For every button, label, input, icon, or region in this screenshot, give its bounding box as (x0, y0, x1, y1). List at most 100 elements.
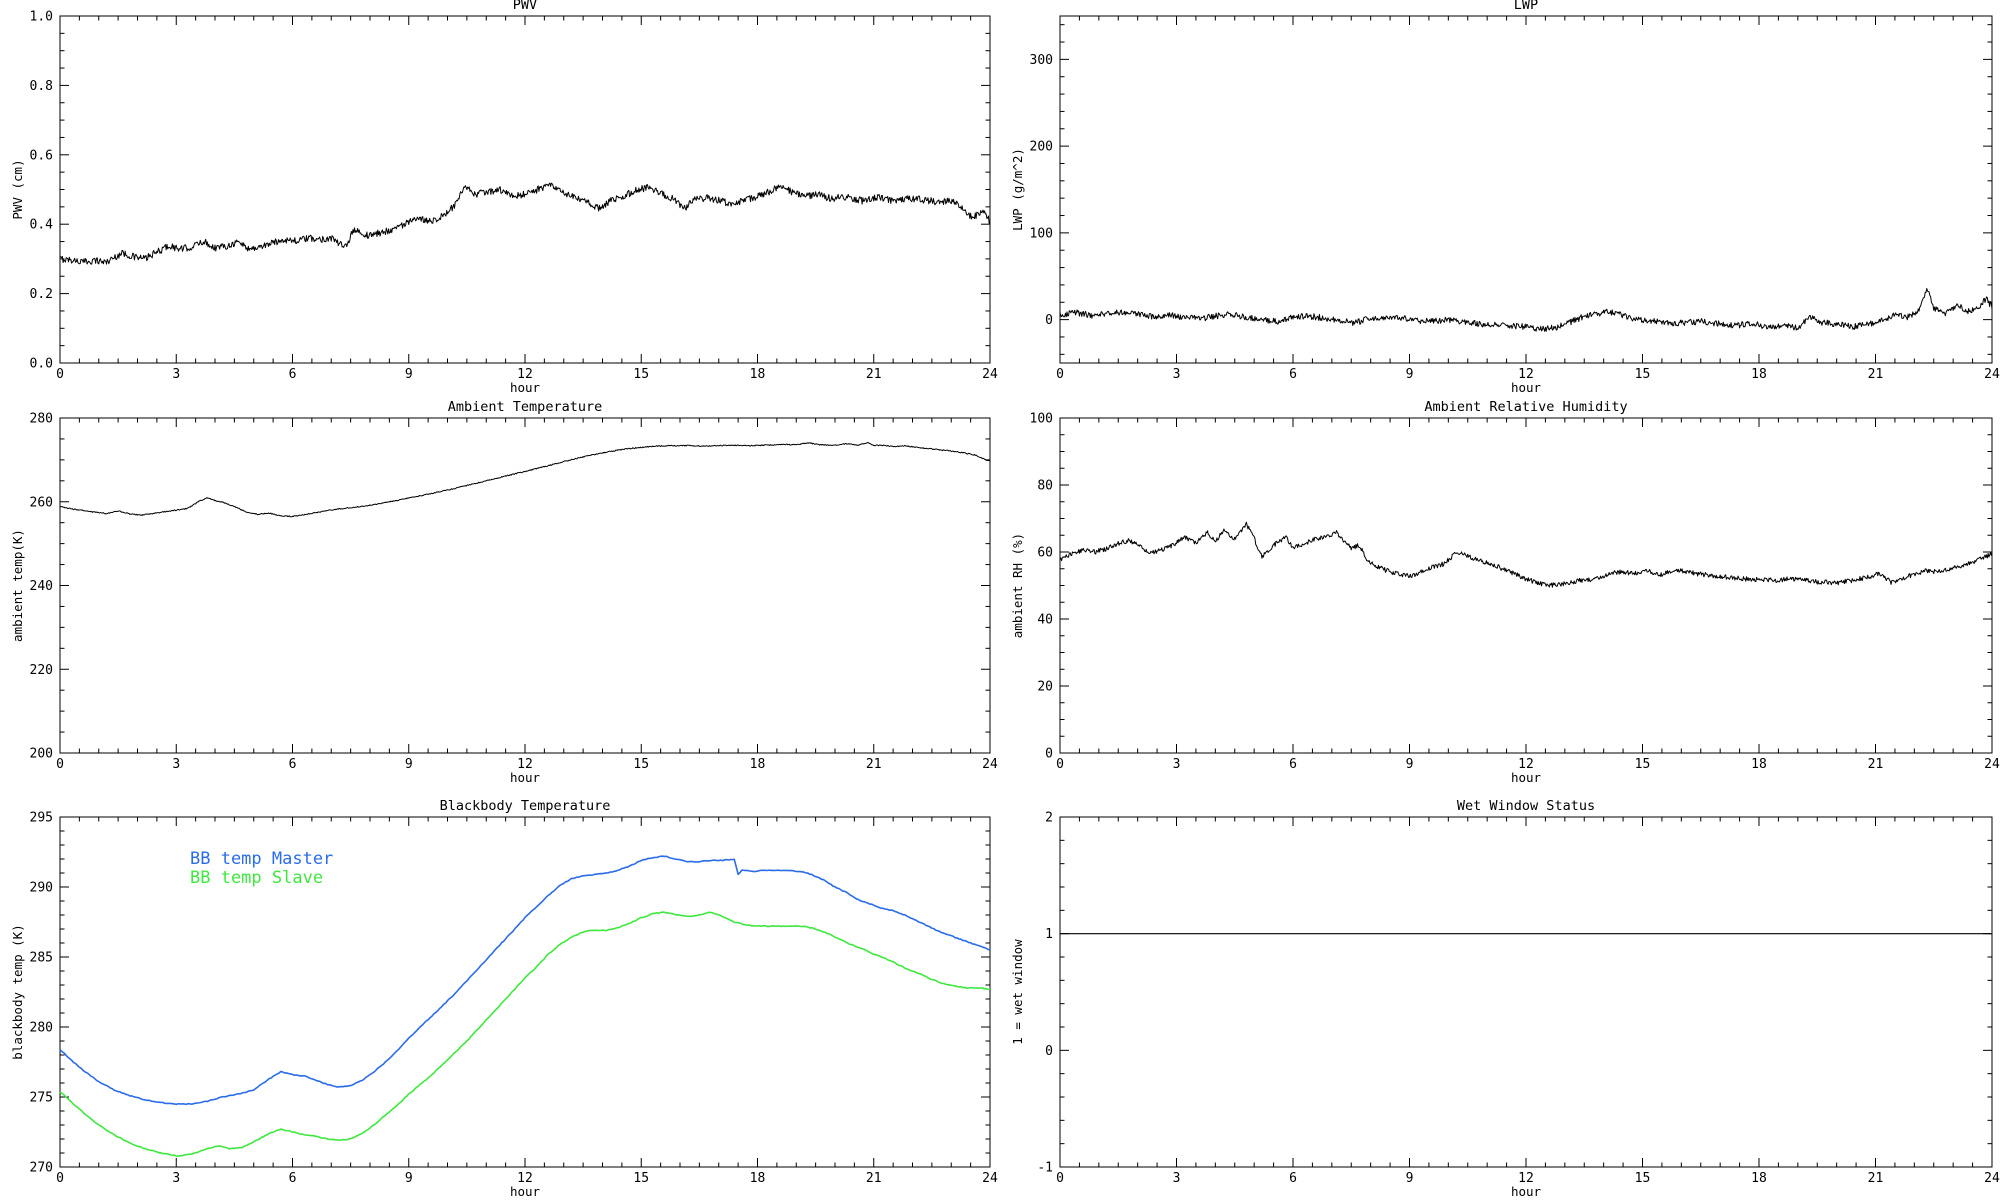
x-tick-label: 6 (289, 367, 297, 382)
x-tick-label: 12 (1518, 367, 1534, 382)
x-tick-label: 12 (517, 757, 533, 772)
x-tick-label: 9 (405, 757, 413, 772)
x-tick-label: 18 (750, 757, 766, 772)
x-tick-label: 3 (1173, 757, 1181, 772)
y-tick-label: 1 (1045, 927, 1053, 942)
y-tick-label: 275 (30, 1091, 53, 1106)
x-tick-label: 15 (633, 367, 649, 382)
series-ambient-rh (1059, 521, 1993, 588)
legend-entry-bb-temp-master: BB temp Master (190, 849, 333, 869)
x-tick-label: 3 (1173, 367, 1181, 382)
x-tick-label: 21 (1868, 757, 1884, 772)
y-tick-label: 0 (1045, 747, 1053, 762)
x-tick-label: 18 (1751, 757, 1767, 772)
y-tick-label: 290 (30, 881, 53, 896)
y-tick-label: 100 (1030, 412, 1053, 427)
x-tick-label: 15 (1635, 757, 1651, 772)
x-tick-label: 0 (1056, 1171, 1064, 1186)
series-bb-temp-master (59, 855, 991, 1106)
series-ambient-temperature (59, 442, 991, 518)
x-tick-label: 9 (405, 1171, 413, 1186)
x-tick-label: 18 (750, 1171, 766, 1186)
x-tick-label: 15 (633, 1171, 649, 1186)
chart-title-lwp: LWP (1514, 0, 1538, 13)
y-tick-label: 80 (1037, 479, 1053, 494)
chart-title-ambient-rh: Ambient Relative Humidity (1424, 399, 1627, 415)
x-axis-label-blackbody-temp: hour (510, 1184, 541, 1199)
x-tick-label: 3 (172, 1171, 180, 1186)
y-tick-label: -1 (1037, 1161, 1053, 1176)
y-tick-label: 285 (30, 951, 53, 966)
y-tick-label: 200 (30, 747, 53, 762)
panel-ambient-temp: 0 3 6 9 12 15 18 21 24 200 220 240 260 280 Ambient Tem… (10, 399, 998, 785)
y-tick-label: 295 (30, 811, 53, 826)
x-axis-label-pwv: hour (510, 380, 541, 395)
chart-title-ambient-temp: Ambient Temperature (448, 399, 602, 415)
x-tick-label: 15 (1635, 1171, 1651, 1186)
x-tick-label: 24 (982, 367, 998, 382)
x-tick-label: 9 (1406, 1171, 1414, 1186)
x-tick-label: 21 (1868, 367, 1884, 382)
x-axis-label-ambient-temp: hour (510, 770, 541, 785)
y-tick-label: 0 (1045, 1044, 1053, 1059)
y-tick-label: 20 (1037, 680, 1053, 695)
x-tick-label: 24 (1984, 757, 2000, 772)
x-tick-label: 18 (1751, 367, 1767, 382)
y-tick-label: 0.8 (30, 79, 53, 94)
x-tick-label: 0 (1056, 757, 1064, 772)
x-tick-label: 24 (982, 757, 998, 772)
x-axis-label-wet-window: hour (1511, 1184, 1542, 1199)
x-tick-label: 15 (1635, 367, 1651, 382)
x-tick-label: 0 (56, 1171, 64, 1186)
x-tick-label: 6 (289, 1171, 297, 1186)
legend-entry-bb-temp-slave: BB temp Slave (190, 868, 323, 888)
y-axis-label-wet-window: 1 = wet window (1010, 939, 1025, 1045)
x-tick-label: 9 (1406, 757, 1414, 772)
x-axis-label-ambient-rh: hour (1511, 770, 1542, 785)
x-tick-label: 12 (1518, 1171, 1534, 1186)
y-tick-label: 220 (30, 663, 53, 678)
y-axis-label-lwp: LWP (g/m^2) (1010, 148, 1025, 231)
x-tick-label: 21 (866, 757, 882, 772)
panel-blackbody-temp: 0 3 6 9 12 15 18 21 24 270 275 280 285 290 295 Blackbod… (10, 798, 998, 1199)
chart-title-wet-window: Wet Window Status (1457, 798, 1595, 814)
x-tick-label: 21 (866, 367, 882, 382)
y-tick-label: 0.0 (30, 357, 53, 372)
chart-title-pwv: PWV (513, 0, 537, 13)
x-tick-label: 24 (1984, 1171, 2000, 1186)
x-tick-label: 3 (1173, 1171, 1181, 1186)
y-axis-label-ambient-rh: ambient RH (%) (1010, 533, 1025, 638)
series-lwp (1059, 288, 1993, 332)
panel-pwv: 0 3 6 9 12 15 18 21 24 0.0 0.2 0.4 0.6 0.8 1.0 PWV hour P… (10, 0, 998, 395)
x-tick-label: 0 (56, 757, 64, 772)
x-tick-label: 6 (289, 757, 297, 772)
y-axis-label-ambient-temp: ambient temp(K) (10, 529, 25, 642)
x-tick-label: 0 (56, 367, 64, 382)
x-tick-label: 6 (1289, 367, 1297, 382)
x-tick-label: 24 (1984, 367, 2000, 382)
y-axis-label-blackbody-temp: blackbody temp (K) (10, 924, 25, 1059)
y-tick-label: 40 (1037, 613, 1053, 628)
x-tick-label: 18 (1751, 1171, 1767, 1186)
x-tick-label: 9 (405, 367, 413, 382)
chart-title-blackbody-temp: Blackbody Temperature (440, 798, 611, 814)
x-tick-label: 12 (1518, 757, 1534, 772)
x-tick-label: 21 (1868, 1171, 1884, 1186)
y-tick-label: 0.4 (30, 218, 54, 233)
panel-lwp: 0 3 6 9 12 15 18 21 24 0 100 200 300 LWP hour LWP (g/m^… (1010, 0, 2000, 395)
y-tick-label: 260 (30, 495, 53, 510)
x-axis-label-lwp: hour (1511, 380, 1542, 395)
y-tick-label: 0 (1045, 313, 1053, 328)
panel-ambient-rh: 0 3 6 9 12 15 18 21 24 0 20 40 60 80 100 Ambient Relati… (1010, 399, 2000, 785)
y-tick-label: 300 (1030, 53, 1053, 68)
y-tick-label: 1.0 (30, 10, 53, 25)
y-tick-label: 200 (1030, 140, 1053, 155)
series-bb-temp-slave (59, 911, 991, 1157)
x-tick-label: 6 (1289, 1171, 1297, 1186)
y-tick-label: 270 (30, 1161, 53, 1176)
y-tick-label: 100 (1030, 226, 1053, 241)
